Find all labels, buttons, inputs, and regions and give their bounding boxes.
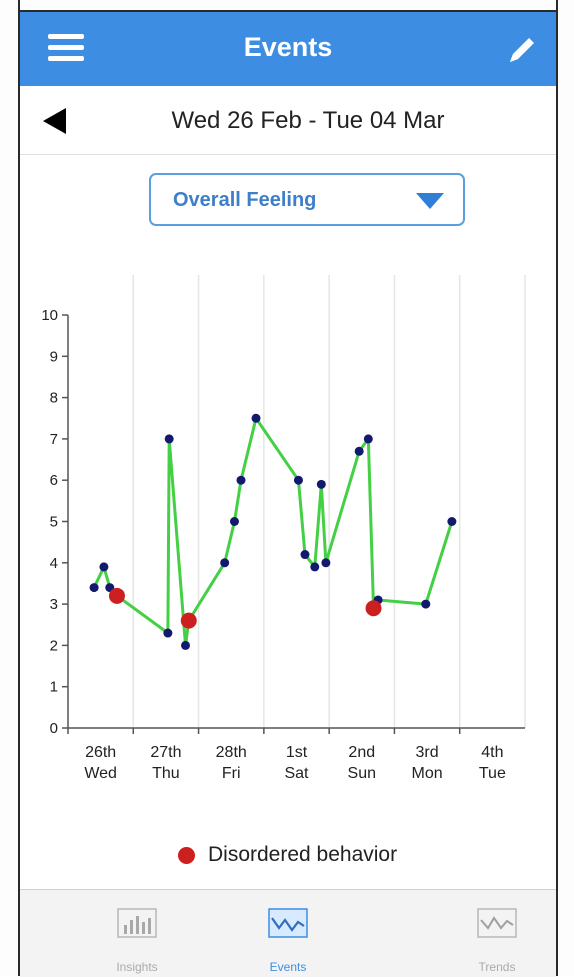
series-line [92, 416, 454, 647]
x-tick-label-weekday: Thu [152, 765, 180, 782]
tab-trends-label: Trends [478, 960, 516, 974]
x-tick-label-day: 28th [216, 744, 247, 761]
date-range-label: Wed 26 Feb - Tue 04 Mar [171, 107, 445, 134]
y-tick-label: 7 [50, 431, 58, 448]
data-point [354, 446, 364, 456]
x-tick-label-weekday: Sat [284, 765, 309, 782]
data-point [164, 434, 174, 444]
navigation-bar: Events [20, 12, 556, 86]
y-tick-label: 1 [50, 679, 58, 696]
y-tick-label: 0 [50, 720, 58, 737]
tab-events-label: Events [269, 960, 307, 974]
data-point [421, 599, 431, 609]
x-tick-label-day: 2nd [348, 744, 375, 761]
y-tick-label: 5 [50, 514, 58, 531]
data-point [363, 434, 373, 444]
data-point [293, 475, 303, 485]
tab-insights[interactable]: Insights [62, 890, 212, 977]
data-point [229, 517, 239, 526]
tab-insights-label: Insights [116, 960, 158, 974]
data-point [220, 558, 230, 568]
device-frame-left [0, 0, 20, 976]
disordered-point [108, 587, 125, 604]
x-tick-label-weekday: Wed [84, 765, 117, 782]
device-frame-top [0, 0, 574, 12]
page-title: Events [243, 32, 333, 62]
x-tick-label-weekday: Tue [479, 765, 506, 782]
data-point [89, 583, 99, 593]
legend-marker-disordered [178, 846, 195, 864]
data-point [236, 475, 246, 485]
metric-dropdown[interactable]: Overall Feeling [149, 173, 465, 226]
data-point [99, 562, 109, 572]
y-tick-label: 6 [50, 472, 58, 489]
x-tick-label-day: 27th [150, 744, 181, 761]
bar-chart-icon [117, 908, 157, 938]
data-point [181, 640, 191, 650]
x-tick-label-weekday: Fri [222, 765, 241, 782]
line-chart-icon [268, 908, 308, 938]
pencil-icon[interactable] [504, 32, 540, 68]
tab-events[interactable]: Events [213, 890, 363, 977]
y-tick-label: 8 [50, 390, 58, 407]
back-arrow-icon[interactable] [40, 106, 70, 136]
y-tick-label: 10 [41, 307, 58, 324]
device-frame-right [556, 0, 574, 976]
x-tick-label-day: 3rd [416, 744, 439, 761]
data-point [316, 479, 326, 489]
x-tick-label-weekday: Sun [348, 765, 376, 782]
events-line-chart: 0 1 2 3 4 5 6 7 8 9 10 26th Wed 27th Thu 28th Fri 1st Sat 2… [41, 275, 526, 782]
x-tick-label-weekday: Mon [412, 765, 443, 782]
data-point [310, 562, 320, 572]
legend-label: Disordered behavior [208, 843, 398, 866]
data-point [163, 628, 173, 638]
y-tick-label: 4 [50, 555, 58, 572]
x-tick-label-day: 4th [481, 744, 503, 761]
data-point [447, 517, 457, 526]
menu-icon[interactable] [48, 34, 84, 64]
y-tick-label: 3 [50, 596, 58, 613]
x-tick-label-day: 26th [85, 744, 116, 761]
x-tick-label-day: 1st [286, 744, 308, 761]
chevron-down-icon [416, 193, 444, 209]
metric-dropdown-value: Overall Feeling [173, 189, 317, 211]
disordered-point [365, 600, 382, 617]
tab-bar: Insights Events Trends [20, 889, 556, 977]
data-point [251, 413, 261, 423]
data-point [321, 558, 331, 568]
disordered-point [180, 612, 197, 629]
y-tick-label: 2 [50, 637, 58, 654]
y-tick-label: 9 [50, 348, 58, 365]
data-point [300, 550, 310, 560]
trend-icon [477, 908, 517, 938]
tab-trends[interactable]: Trends [422, 890, 572, 977]
chart-legend: Disordered behavior [178, 842, 397, 868]
date-range-bar: Wed 26 Feb - Tue 04 Mar [20, 86, 556, 155]
